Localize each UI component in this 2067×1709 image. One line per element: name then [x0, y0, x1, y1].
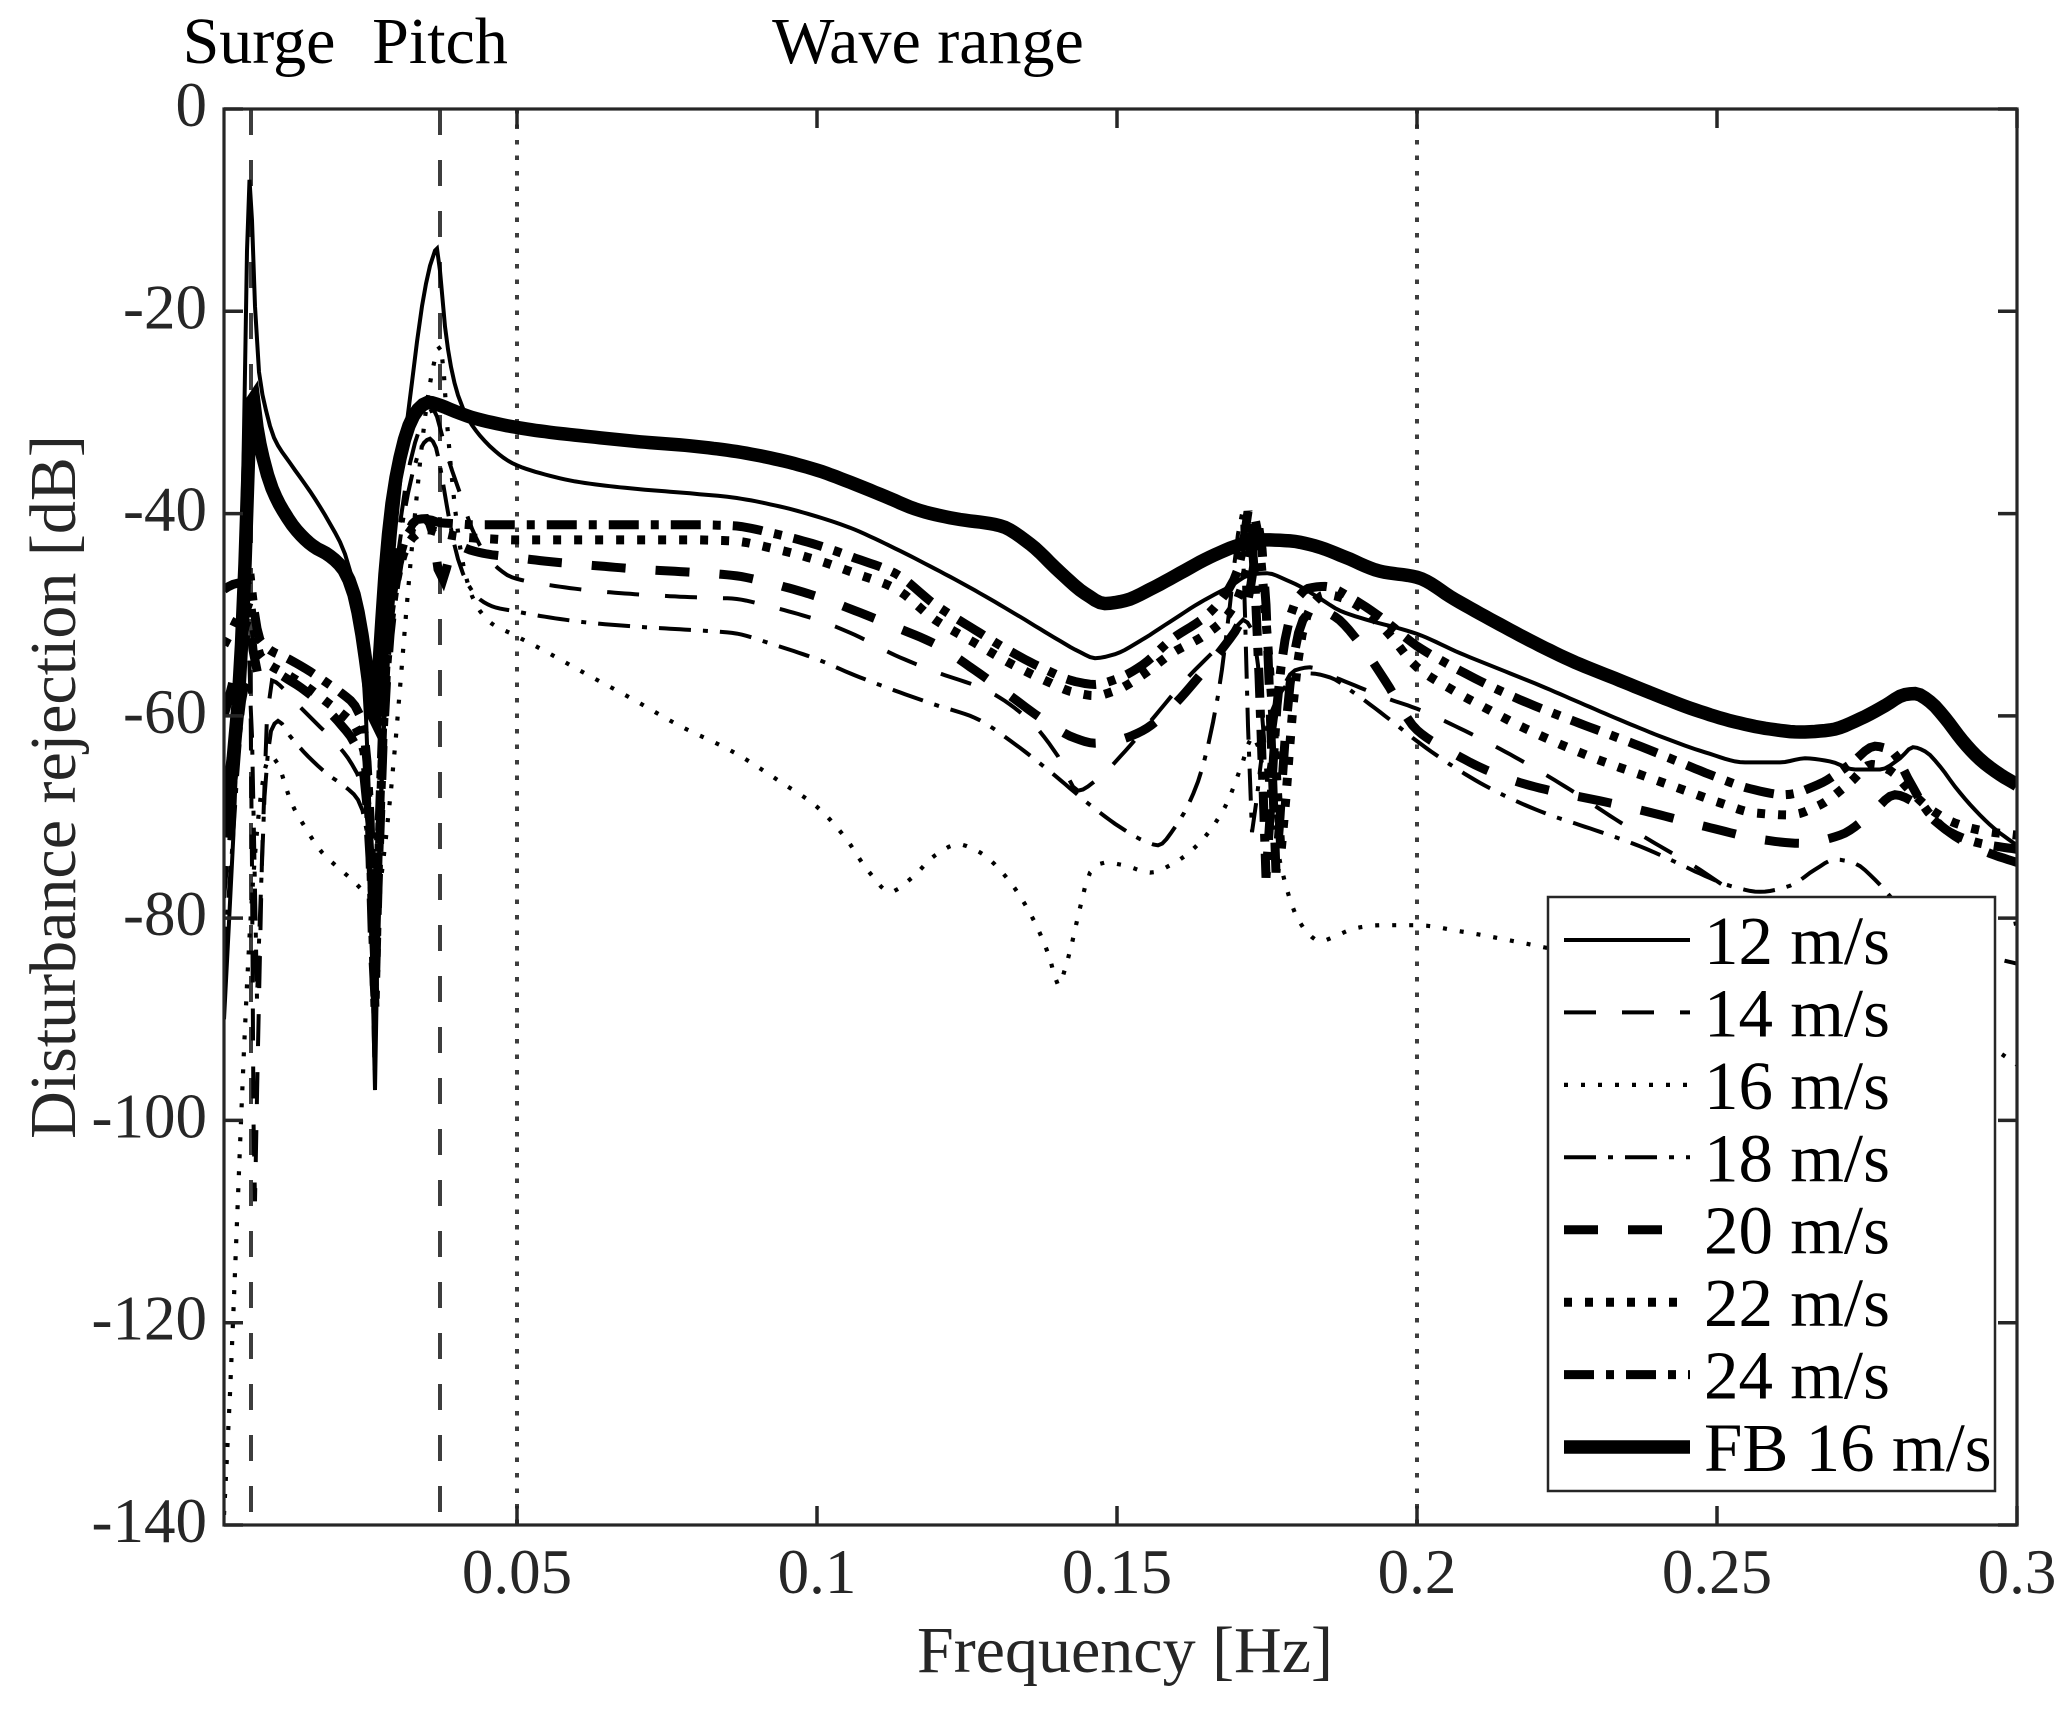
svg-text:-60: -60: [123, 677, 207, 747]
svg-text:Wave range: Wave range: [772, 5, 1084, 78]
svg-text:0: 0: [176, 70, 208, 140]
svg-text:-120: -120: [92, 1284, 207, 1354]
svg-text:-140: -140: [92, 1486, 207, 1556]
svg-text:18 m/s: 18 m/s: [1704, 1120, 1890, 1196]
svg-text:Pitch: Pitch: [372, 5, 508, 78]
svg-text:12 m/s: 12 m/s: [1704, 903, 1890, 979]
svg-text:0.3: 0.3: [1978, 1537, 2057, 1607]
svg-text:-80: -80: [123, 879, 207, 949]
svg-text:0.1: 0.1: [778, 1537, 857, 1607]
svg-text:FB 16 m/s: FB 16 m/s: [1704, 1410, 1992, 1486]
svg-text:22 m/s: 22 m/s: [1704, 1265, 1890, 1341]
svg-text:Frequency [Hz]: Frequency [Hz]: [917, 1614, 1333, 1687]
svg-text:0.2: 0.2: [1378, 1537, 1457, 1607]
svg-text:14 m/s: 14 m/s: [1704, 975, 1890, 1051]
svg-text:-20: -20: [123, 272, 207, 342]
svg-text:-40: -40: [123, 475, 207, 545]
svg-text:-100: -100: [92, 1081, 207, 1151]
svg-text:Surge: Surge: [183, 5, 336, 78]
svg-text:0.25: 0.25: [1662, 1537, 1772, 1607]
svg-text:16 m/s: 16 m/s: [1704, 1048, 1890, 1124]
svg-text:0.15: 0.15: [1062, 1537, 1172, 1607]
svg-text:0.05: 0.05: [462, 1537, 572, 1607]
svg-text:Disturbance rejection [dB]: Disturbance rejection [dB]: [17, 435, 90, 1139]
svg-text:24 m/s: 24 m/s: [1704, 1338, 1890, 1414]
svg-text:20 m/s: 20 m/s: [1704, 1193, 1890, 1269]
